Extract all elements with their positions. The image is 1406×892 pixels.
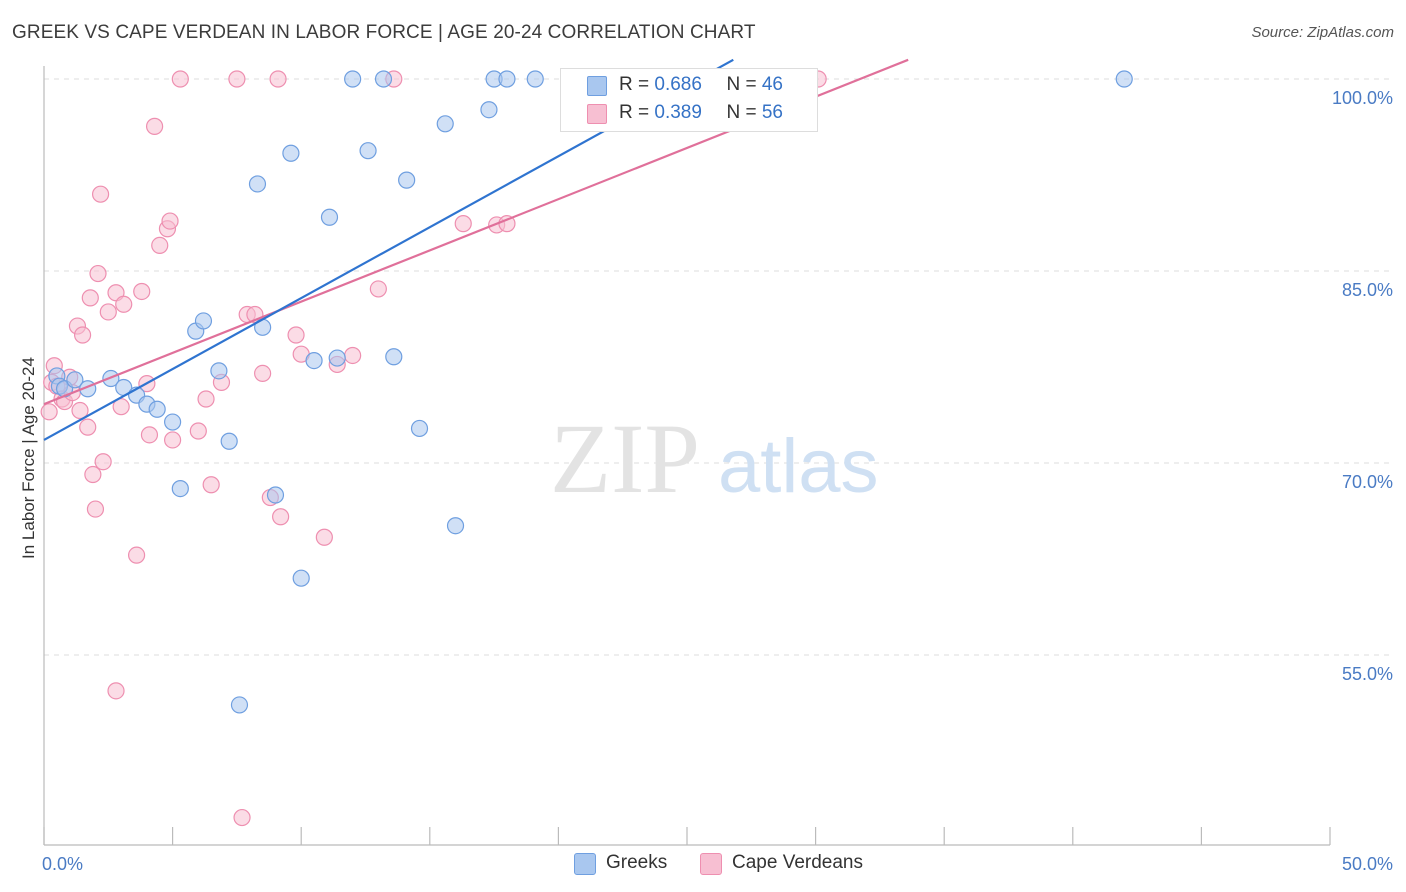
point-cape-verdeans xyxy=(197,390,215,408)
point-cape-verdeans xyxy=(454,215,472,233)
bottom-legend-swatch-cape-verdeans xyxy=(700,853,722,875)
point-greeks xyxy=(282,144,300,162)
legend-n-label: N = xyxy=(726,102,762,123)
legend-n-value: 56 xyxy=(761,102,783,123)
point-cape-verdeans xyxy=(369,280,387,298)
point-cape-verdeans xyxy=(254,364,272,382)
watermark-zip: ZIP xyxy=(550,403,700,514)
point-cape-verdeans xyxy=(171,70,189,88)
point-greeks xyxy=(498,70,516,88)
point-greeks xyxy=(374,70,393,88)
point-cape-verdeans xyxy=(228,70,246,88)
point-cape-verdeans xyxy=(145,117,164,135)
point-greeks xyxy=(526,70,544,88)
point-cape-verdeans xyxy=(164,431,182,449)
point-greeks xyxy=(436,115,454,133)
point-greeks xyxy=(292,569,310,587)
point-cape-verdeans xyxy=(202,476,220,494)
point-greeks xyxy=(398,171,416,189)
point-greeks xyxy=(230,696,249,714)
point-cape-verdeans xyxy=(86,500,105,518)
point-greeks xyxy=(328,349,346,367)
legend: R = 0.686 N = 46 R = 0.389 N = 56 xyxy=(560,68,818,132)
point-cape-verdeans xyxy=(151,236,169,254)
point-cape-verdeans xyxy=(79,418,97,436)
point-greeks xyxy=(480,101,498,119)
point-cape-verdeans xyxy=(81,289,99,307)
point-greeks xyxy=(305,352,323,370)
legend-r-label: R = xyxy=(619,102,655,123)
point-greeks xyxy=(171,480,189,498)
point-greeks xyxy=(320,208,339,226)
point-cape-verdeans xyxy=(315,528,333,546)
bottom-legend-label-cape-verdeans: Cape Verdeans xyxy=(732,852,863,873)
legend-n-value: 46 xyxy=(761,74,783,95)
point-cape-verdeans xyxy=(40,403,58,421)
series-cape-verdeans xyxy=(40,70,827,827)
point-cape-verdeans xyxy=(89,264,107,283)
point-greeks xyxy=(359,142,377,160)
point-cape-verdeans xyxy=(233,808,251,827)
y-tick-label: 55.0% xyxy=(1342,664,1393,684)
point-greeks xyxy=(148,400,166,418)
point-cape-verdeans xyxy=(107,682,125,700)
point-greeks xyxy=(248,175,267,193)
legend-r-label: R = xyxy=(619,74,655,95)
y-tick-label: 70.0% xyxy=(1342,472,1393,492)
legend-swatch-greeks xyxy=(587,76,607,96)
point-greeks xyxy=(446,517,465,535)
point-greeks xyxy=(410,419,429,438)
grid-lines xyxy=(44,78,1390,656)
chart-title: GREEK VS CAPE VERDEAN IN LABOR FORCE | A… xyxy=(12,22,756,43)
point-greeks xyxy=(66,371,84,389)
point-cape-verdeans xyxy=(272,508,290,526)
watermark: ZIP atlas xyxy=(550,403,879,514)
point-greeks xyxy=(194,312,213,330)
legend-swatch-cape-verdeans xyxy=(587,104,607,124)
watermark-atlas: atlas xyxy=(718,424,879,509)
point-cape-verdeans xyxy=(91,185,110,203)
point-cape-verdeans xyxy=(84,465,102,484)
point-cape-verdeans xyxy=(127,546,146,564)
point-cape-verdeans xyxy=(73,326,92,344)
point-cape-verdeans xyxy=(161,212,179,230)
point-greeks xyxy=(220,432,238,450)
point-cape-verdeans xyxy=(140,426,159,444)
x-tick-label: 50.0% xyxy=(1342,854,1393,874)
bottom-legend-swatch-greeks xyxy=(574,853,596,875)
y-axis-label: In Labor Force | Age 20-24 xyxy=(19,357,38,559)
point-cape-verdeans xyxy=(269,70,287,88)
x-tick-label: 0.0% xyxy=(42,854,83,874)
legend-r-value: 0.389 xyxy=(654,102,702,123)
point-cape-verdeans xyxy=(115,295,133,313)
bottom-legend-label-greeks: Greeks xyxy=(606,852,668,873)
point-greeks xyxy=(266,486,285,504)
point-greeks xyxy=(344,70,362,88)
y-tick-label: 100.0% xyxy=(1332,88,1393,108)
point-cape-verdeans xyxy=(94,453,112,471)
point-greeks xyxy=(1115,70,1133,88)
y-tick-label: 85.0% xyxy=(1342,280,1393,300)
point-cape-verdeans xyxy=(112,398,130,416)
point-greeks xyxy=(210,362,228,380)
tick-labels: 100.0% 85.0% 70.0% 55.0% 0.0% 50.0% xyxy=(42,88,1393,874)
point-cape-verdeans xyxy=(133,282,151,301)
point-greeks xyxy=(164,413,182,431)
legend-r-value: 0.686 xyxy=(654,74,702,95)
series-greeks xyxy=(48,70,1133,714)
source-credit: Source: ZipAtlas.com xyxy=(1251,24,1394,41)
point-cape-verdeans xyxy=(71,401,89,420)
legend-n-label: N = xyxy=(726,74,762,95)
point-cape-verdeans xyxy=(189,422,207,440)
point-cape-verdeans xyxy=(99,303,117,321)
point-cape-verdeans xyxy=(287,326,305,344)
point-cape-verdeans xyxy=(344,346,362,365)
axes xyxy=(43,66,1331,846)
point-greeks xyxy=(385,348,403,366)
